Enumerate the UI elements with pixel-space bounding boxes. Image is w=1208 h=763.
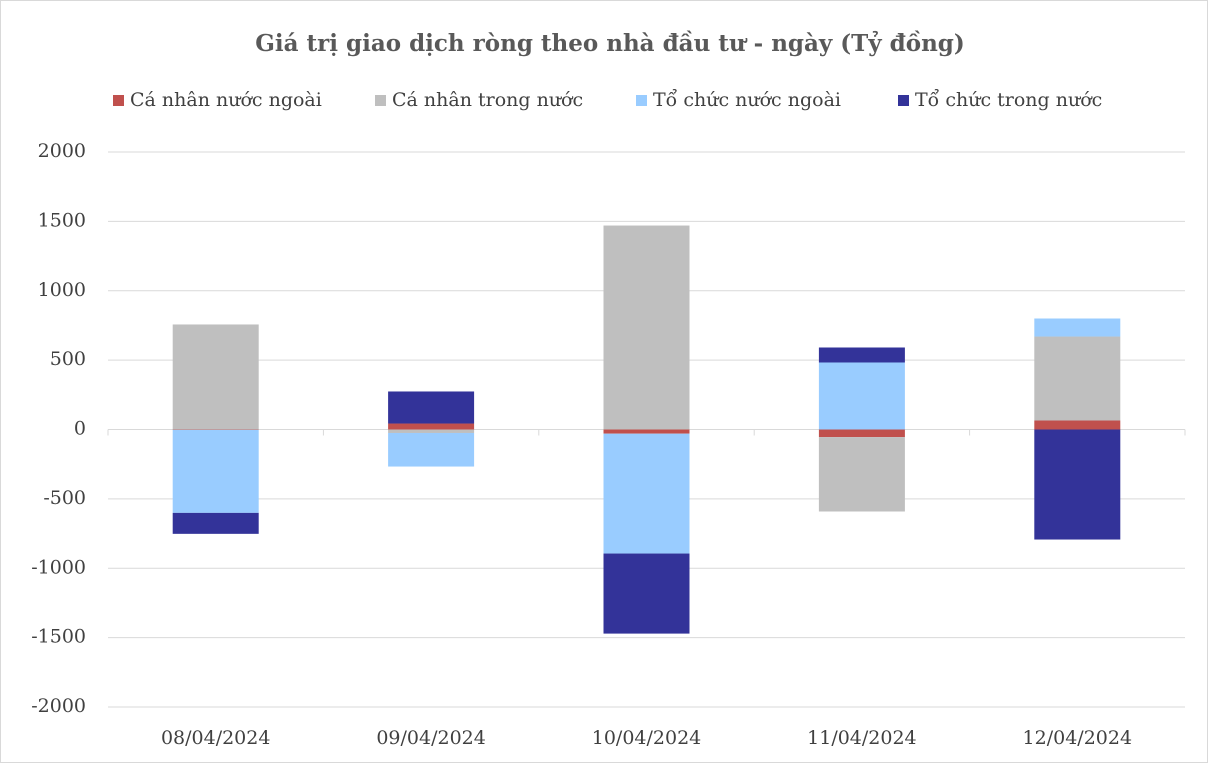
x-tick-label: 11/04/2024: [807, 727, 917, 749]
legend-label: Tổ chức nước ngoài: [653, 89, 841, 111]
y-tick-label: 1500: [38, 209, 86, 231]
bar-segment: [603, 429, 690, 434]
legend-swatch: [636, 95, 647, 106]
bar-segment: [818, 347, 905, 363]
y-tick-label: -500: [43, 487, 86, 509]
bar-segment: [818, 437, 905, 512]
legend-label: Cá nhân nước ngoài: [130, 89, 322, 111]
y-tick-label: 1000: [38, 279, 86, 301]
bar-segment: [388, 429, 475, 433]
y-tick-label: -1000: [31, 556, 86, 578]
bar-segment: [172, 512, 259, 534]
legend-label: Cá nhân trong nước: [392, 89, 583, 111]
chart-title: Giá trị giao dịch ròng theo nhà đầu tư -…: [255, 30, 965, 57]
bar-segment: [603, 433, 690, 554]
x-tick-label: 09/04/2024: [376, 727, 486, 749]
y-tick-label: -1500: [31, 626, 86, 648]
x-tick-label: 12/04/2024: [1023, 727, 1133, 749]
bar-segment: [1034, 336, 1121, 421]
legend-swatch: [375, 95, 386, 106]
x-tick-label: 08/04/2024: [161, 727, 271, 749]
bar-segment: [172, 324, 259, 430]
bar-segment: [603, 225, 690, 430]
legend-swatch: [898, 95, 909, 106]
y-tick-label: 2000: [38, 140, 86, 162]
bar-segment: [1034, 318, 1121, 337]
legend-label: Tổ chức trong nước: [915, 89, 1102, 111]
bar-segment: [388, 432, 475, 467]
bar-segment: [1034, 420, 1121, 430]
bar-segment: [818, 429, 905, 438]
bar-segment: [818, 362, 905, 430]
bar-segment: [1034, 429, 1121, 540]
bar-segment: [388, 423, 475, 430]
y-tick-label: 0: [74, 418, 86, 440]
bar-segment: [172, 429, 259, 513]
y-tick-label: -2000: [31, 695, 86, 717]
bar-segment: [603, 553, 690, 634]
legend-swatch: [113, 95, 124, 106]
x-tick-label: 10/04/2024: [592, 727, 702, 749]
bar-segment: [388, 391, 475, 424]
y-tick-label: 500: [50, 348, 86, 370]
